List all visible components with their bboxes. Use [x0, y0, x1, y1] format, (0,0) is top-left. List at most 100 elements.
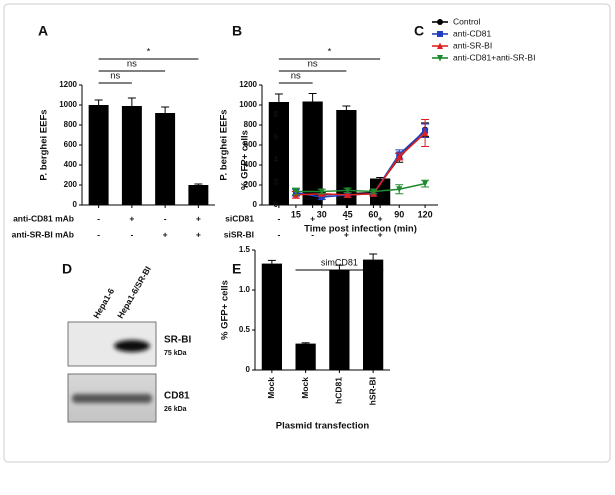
legend-label: Control [453, 16, 481, 26]
legend-label: anti-SR-BI [453, 40, 492, 50]
y-tick-label: 1.5 [239, 245, 251, 254]
blot-band [114, 340, 150, 352]
marker [318, 188, 325, 195]
condition-label: anti-CD81 mAb [13, 213, 74, 223]
condition-value: - [164, 213, 167, 223]
y-tick-label: 800 [244, 120, 258, 129]
y-tick-label: 600 [244, 140, 258, 149]
y-tick-label: 8 [274, 110, 279, 119]
blot-band [72, 394, 152, 403]
band-label: SR-BI [164, 335, 191, 346]
condition-value: - [277, 213, 280, 223]
y-tick-label: 0 [246, 365, 251, 374]
y-tick-label: 400 [64, 160, 78, 169]
condition-value: + [163, 229, 168, 239]
legend-marker [437, 55, 443, 62]
panel-letter: E [232, 261, 241, 277]
condition-value: - [97, 229, 100, 239]
bar [363, 259, 384, 370]
marker [344, 187, 351, 194]
condition-value: - [345, 213, 348, 223]
bar [329, 270, 350, 370]
significance-label: simCD81 [321, 257, 358, 267]
significance-label: ns [127, 59, 137, 70]
marker [422, 129, 429, 136]
bar [121, 106, 142, 205]
x-tick-label: 15 [291, 209, 301, 219]
marker [292, 188, 299, 195]
condition-value: + [344, 229, 349, 239]
condition-value: + [196, 229, 201, 239]
x-tick-label: 90 [394, 209, 404, 219]
condition-label: siSR-BI [224, 229, 254, 239]
x-tick-label: Mock [266, 377, 276, 399]
significance-label: ns [110, 71, 120, 82]
panel-letter: A [38, 23, 48, 39]
condition-value: + [196, 213, 201, 223]
condition-value: + [310, 213, 315, 223]
y-axis-label: % GFP+ cells [240, 130, 251, 190]
bar [261, 263, 282, 370]
marker [396, 186, 403, 193]
x-tick-label: hCD81 [334, 377, 344, 404]
bar [88, 105, 109, 205]
condition-value: - [130, 229, 133, 239]
condition-value: + [378, 229, 383, 239]
y-tick-label: 6 [274, 133, 279, 142]
legend-marker [437, 31, 443, 37]
legend-marker [437, 19, 443, 25]
band-size: 26 kDa [164, 406, 187, 413]
y-axis-label: % GFP+ cells [220, 280, 231, 340]
y-tick-label: 0 [253, 200, 258, 209]
y-tick-label: 800 [64, 120, 78, 129]
y-tick-label: 200 [244, 180, 258, 189]
significance-label: * [147, 47, 151, 58]
marker [396, 153, 403, 160]
panel-letter: C [414, 23, 424, 39]
x-tick-label: 60 [368, 209, 378, 219]
condition-value: - [311, 229, 314, 239]
y-tick-label: 0 [274, 200, 279, 209]
legend-label: anti-CD81+anti-SR-BI [453, 52, 535, 62]
condition-label: anti-SR-BI mAb [12, 229, 74, 239]
y-tick-label: 400 [244, 160, 258, 169]
bar [370, 178, 391, 205]
band-label: CD81 [164, 391, 190, 402]
x-tick-label: 120 [418, 209, 433, 219]
condition-value: - [97, 213, 100, 223]
x-tick-label: hSR-BI [367, 377, 377, 405]
panel-letter: D [62, 261, 72, 277]
y-tick-label: 200 [64, 180, 78, 189]
bar [336, 110, 357, 205]
condition-value: + [378, 213, 383, 223]
marker [344, 191, 351, 198]
condition-value: + [129, 213, 134, 223]
condition-label: siCD81 [225, 213, 254, 223]
panel-letter: B [232, 23, 242, 39]
significance-label: * [328, 47, 332, 58]
marker [422, 180, 429, 188]
y-tick-label: 600 [64, 140, 78, 149]
bar [268, 102, 289, 205]
series-line [295, 132, 426, 196]
bar [155, 113, 176, 205]
marker [318, 194, 325, 201]
bar [295, 343, 316, 370]
x-tick-label: 30 [317, 209, 327, 219]
series-line [295, 182, 426, 193]
y-axis-label: P. berghei EEFs [219, 109, 230, 180]
y-tick-label: 2 [274, 178, 279, 187]
y-tick-label: 1000 [239, 100, 257, 109]
y-tick-label: 1200 [239, 80, 257, 89]
x-tick-label: 45 [343, 209, 353, 219]
y-tick-label: 4 [274, 155, 279, 164]
marker [370, 188, 377, 195]
condition-value: - [277, 229, 280, 239]
legend-label: anti-CD81 [453, 28, 492, 38]
significance-label: ns [291, 71, 301, 82]
band-size: 75 kDa [164, 350, 187, 357]
x-tick-label: Mock [300, 377, 310, 399]
y-tick-label: 1200 [59, 80, 77, 89]
legend-marker [437, 42, 443, 49]
x-axis-label: Plasmid transfection [276, 421, 370, 432]
